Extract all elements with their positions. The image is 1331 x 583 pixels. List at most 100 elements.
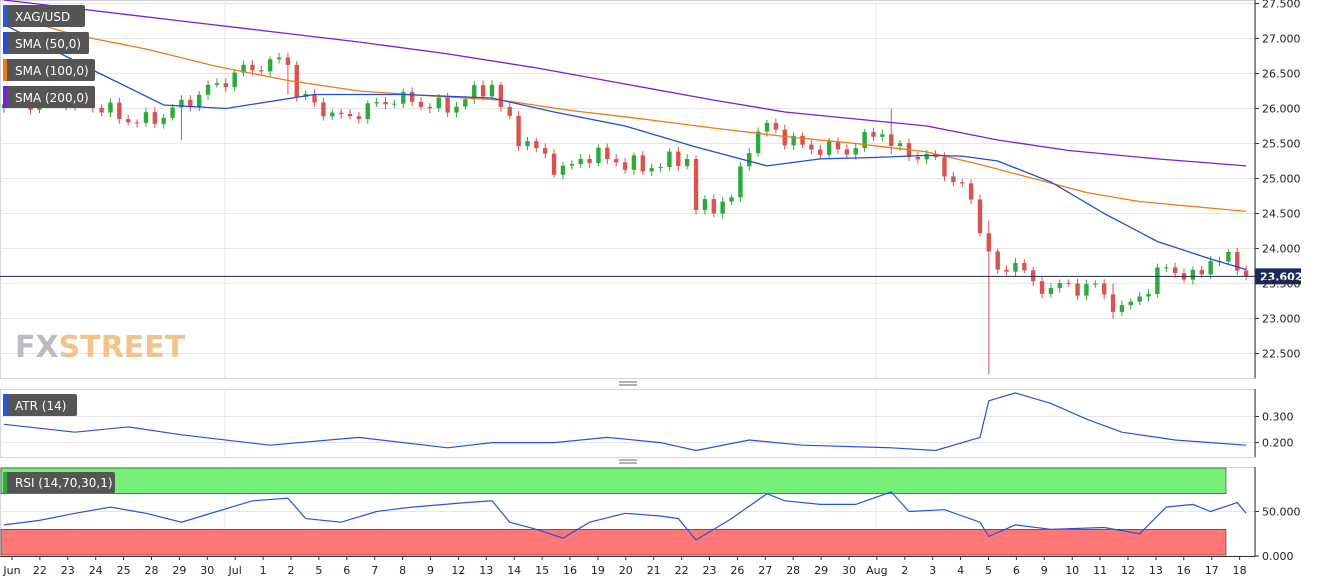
candle-body	[427, 106, 433, 109]
x-tick-label: 18	[1233, 564, 1247, 577]
legend-label: SMA (200,0)	[15, 91, 89, 105]
candle-body	[436, 97, 441, 109]
candle-body	[161, 117, 166, 124]
x-tick-label: 19	[591, 564, 605, 577]
candle-body	[108, 102, 113, 113]
candle-body	[1057, 283, 1063, 288]
candle-body	[312, 93, 317, 103]
candle-body	[365, 103, 370, 120]
x-tick-label: 12	[451, 564, 465, 577]
sma-100-line	[3, 13, 1247, 213]
x-tick-label: 12	[1121, 564, 1135, 577]
date-axis: Jun 22 23 24 25 28 29 30 Jul 1 2 5 6 7 8 9 12 13 14 15 16 19 2…	[0, 556, 1255, 577]
x-tick-label: 28	[786, 564, 800, 577]
candle-body	[507, 106, 512, 116]
candle-body	[1155, 267, 1160, 294]
candle-body	[347, 113, 353, 117]
x-tick-label: 11	[1093, 564, 1107, 577]
atr-axis: 0.300 0.200	[1254, 389, 1294, 457]
candle-body	[445, 97, 450, 113]
y-tick-label: 26.500	[1262, 68, 1301, 81]
candle-body	[596, 147, 601, 164]
candle-body	[1137, 296, 1142, 302]
candle-body	[1226, 251, 1231, 262]
candle-body	[126, 119, 131, 123]
candle-body	[498, 84, 504, 107]
candle-body	[613, 159, 619, 163]
x-tick-label: 9	[427, 564, 434, 577]
candle-body	[915, 157, 921, 160]
atr-grid	[0, 389, 1256, 458]
x-tick-label: 5	[315, 564, 322, 577]
candle-body	[897, 143, 903, 146]
candle-body	[729, 197, 734, 202]
candle-body	[232, 72, 237, 88]
candle-body	[853, 148, 858, 155]
candle-body	[241, 64, 246, 73]
x-tick-label: 20	[619, 564, 633, 577]
pane-resize-handle[interactable]	[619, 381, 637, 386]
candle-body	[951, 176, 956, 183]
y-tick-label: 0.300	[1262, 410, 1294, 423]
candle-body	[995, 251, 1000, 270]
y-tick-label: 22.500	[1262, 348, 1301, 361]
moving-averages	[3, 0, 1247, 271]
candle-body	[676, 151, 681, 167]
legend-xagusd[interactable]: XAG/USD	[3, 5, 85, 27]
x-tick-label: 24	[89, 564, 103, 577]
candle-body	[374, 102, 379, 104]
x-tick-label: 6	[1013, 564, 1020, 577]
candle-body	[205, 84, 211, 95]
legend-sma-50[interactable]: SMA (50,0)	[3, 32, 89, 54]
candle-body	[587, 158, 592, 164]
current-price-tag: 23.602	[1255, 268, 1302, 285]
candle-body	[835, 141, 841, 150]
candle-body	[1075, 283, 1080, 296]
x-tick-label: Jul	[228, 564, 242, 577]
legend-label: ATR (14)	[15, 399, 66, 413]
x-tick-label: 6	[343, 564, 350, 577]
candle-body	[871, 132, 876, 137]
candle-body	[1048, 287, 1054, 294]
x-tick-label: 22	[33, 564, 47, 577]
candle-body	[463, 99, 468, 107]
x-tick-label: 30	[842, 564, 856, 577]
candle-body	[551, 153, 557, 175]
candle-body	[117, 102, 122, 120]
candle-body	[525, 141, 530, 147]
candle-body	[1243, 270, 1249, 277]
candle-body	[782, 129, 787, 146]
y-tick-label: 27.000	[1262, 33, 1301, 46]
candle-body	[356, 116, 362, 120]
candle-body	[338, 112, 344, 114]
legend-atr[interactable]: ATR (14)	[3, 394, 77, 416]
candle-body	[622, 162, 628, 170]
legend-sma-100[interactable]: SMA (100,0)	[3, 59, 95, 81]
y-tick-label: 26.000	[1262, 103, 1301, 116]
legend-sma-200[interactable]: SMA (200,0)	[3, 86, 95, 108]
candle-body	[1101, 283, 1107, 295]
candle-body	[693, 158, 699, 211]
candle-body	[1208, 261, 1213, 275]
rsi-overbought-zone	[0, 467, 1227, 495]
candle-body	[702, 199, 708, 211]
candle-body	[534, 141, 539, 149]
x-tick-label: 22	[675, 564, 689, 577]
pane-resize-handle[interactable]	[619, 459, 637, 464]
candle-body	[986, 233, 992, 252]
candle-body	[143, 112, 149, 123]
candle-body	[1235, 251, 1240, 271]
legend-rsi[interactable]: RSI (14,70,30,1)	[3, 472, 115, 493]
candle-body	[259, 70, 264, 72]
candle-body	[330, 112, 335, 117]
rsi-line	[3, 491, 1247, 541]
candle-body	[1190, 269, 1196, 280]
x-tick-label: 13	[479, 564, 493, 577]
candle-body	[844, 149, 850, 155]
x-tick-label: 26	[730, 564, 744, 577]
candle-body	[1128, 301, 1133, 306]
current-price-tag-bg	[1255, 268, 1301, 285]
current-price-value: 23.602	[1260, 270, 1302, 283]
candle-body	[489, 84, 495, 97]
